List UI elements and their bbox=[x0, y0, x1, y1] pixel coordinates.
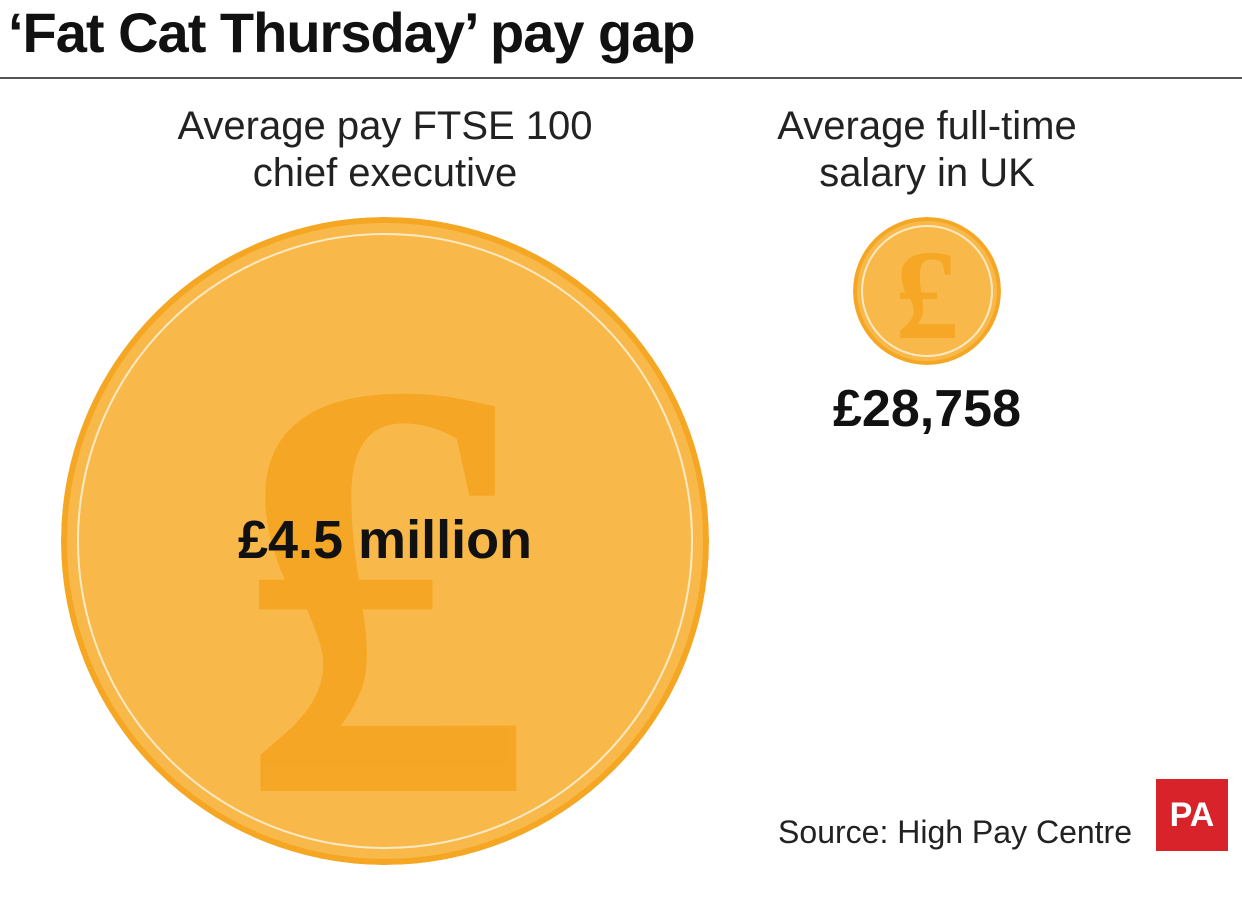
right-value: £28,758 bbox=[682, 379, 1172, 439]
right-label-line2: salary in UK bbox=[819, 151, 1035, 195]
right-label-line1: Average full-time bbox=[777, 104, 1076, 148]
coin-small: £ bbox=[853, 217, 1001, 365]
left-label-line2: chief executive bbox=[253, 151, 518, 195]
pound-icon: £ bbox=[235, 289, 535, 865]
left-label: Average pay FTSE 100 chief executive bbox=[60, 103, 710, 197]
left-label-line1: Average pay FTSE 100 bbox=[177, 104, 592, 148]
page-title: ‘Fat Cat Thursday’ pay gap bbox=[0, 0, 1242, 77]
left-column: Average pay FTSE 100 chief executive £ £… bbox=[60, 103, 710, 865]
left-value: £4.5 million bbox=[238, 509, 532, 571]
pound-icon: £ bbox=[895, 231, 959, 359]
right-coin-wrap: £ bbox=[682, 217, 1172, 365]
infographic-container: ‘Fat Cat Thursday’ pay gap Average pay F… bbox=[0, 0, 1242, 898]
coin-large: £ £4.5 million bbox=[61, 217, 709, 865]
right-label: Average full-time salary in UK bbox=[682, 103, 1172, 197]
left-coin-wrap: £ £4.5 million bbox=[60, 217, 710, 865]
source-text: Source: High Pay Centre bbox=[778, 814, 1132, 851]
content-area: Average pay FTSE 100 chief executive £ £… bbox=[0, 79, 1242, 867]
pa-badge: PA bbox=[1156, 779, 1228, 851]
right-column: Average full-time salary in UK £ £28,758 bbox=[682, 103, 1172, 439]
